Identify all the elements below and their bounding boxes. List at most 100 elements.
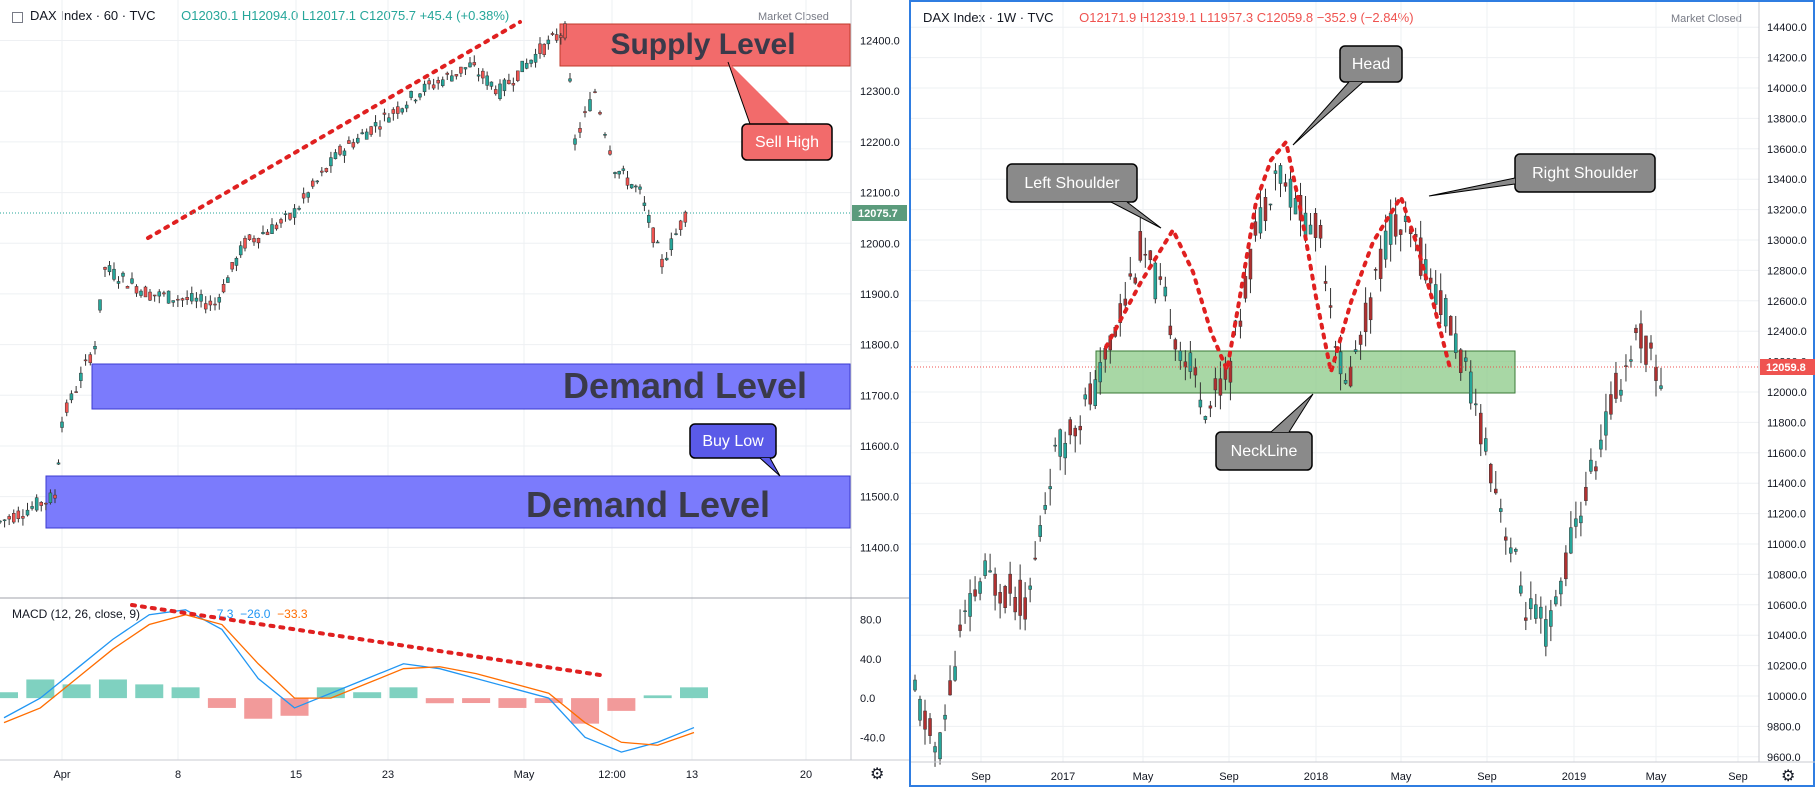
left-candle (524, 62, 529, 69)
right-candle (1484, 438, 1488, 452)
left-candle (217, 297, 222, 303)
left-settings-gear-icon[interactable]: ⚙ (870, 766, 885, 783)
left-candle (445, 72, 450, 75)
macd-y-tick: 0.0 (860, 693, 875, 705)
right-ohlc: O12171.9 H12319.1 L11957.3 C12059.8 −352… (1079, 10, 1414, 25)
right-candle (1033, 557, 1037, 560)
right-candle (988, 570, 992, 573)
right-candle (943, 714, 947, 720)
right-y-tick: 9600.0 (1767, 752, 1801, 764)
right-price-tag-text: 12059.8 (1766, 362, 1806, 374)
right-y-tick: 14200.0 (1767, 53, 1807, 65)
macd-histogram-bar (643, 695, 672, 699)
left-y-tick: 12200.0 (860, 137, 900, 149)
right-chart-pane[interactable]: DAX Index · 1W · TVC O12171.9 H12319.1 L… (909, 0, 1815, 787)
left-candle (297, 207, 301, 210)
right-x-tick: 2018 (1304, 771, 1328, 783)
right-x-tick: Sep (971, 771, 991, 783)
macd-histogram-bar (680, 687, 708, 699)
left-candle (338, 145, 342, 155)
right-candle (1068, 419, 1072, 436)
left-candle (265, 231, 270, 236)
right-candle (1579, 515, 1583, 524)
right-x-tick: Sep (1219, 771, 1239, 783)
right-candle (1053, 444, 1057, 447)
left-candle (60, 421, 64, 428)
left-chart-pane[interactable]: DAX Index · 60 · TVC O12030.1 H12094.0 L… (0, 0, 909, 787)
right-candle (1574, 518, 1578, 527)
macd-histogram-bar (62, 684, 91, 699)
right-candle (1083, 394, 1087, 400)
left-candle (382, 112, 387, 115)
right-candle (963, 610, 967, 612)
right-candle (1038, 525, 1042, 537)
left-candle (306, 192, 310, 198)
right-candle (998, 592, 1002, 604)
left-candle (230, 262, 234, 270)
left-candle (134, 286, 139, 294)
macd-histogram-bar (462, 698, 491, 704)
right-y-tick: 13400.0 (1767, 174, 1807, 186)
right-candle (1318, 225, 1323, 239)
left-candle (329, 157, 333, 167)
left-candle (396, 106, 400, 114)
left-y-tick: 11600.0 (860, 441, 899, 453)
macd-y-tick: 80.0 (860, 615, 881, 627)
left-candle (440, 79, 445, 86)
minimize-icon[interactable] (12, 12, 23, 23)
right-candle (1163, 286, 1168, 297)
left-candle (226, 277, 230, 283)
left-candle (493, 89, 498, 95)
left-x-tick: 23 (382, 769, 394, 781)
right-symbol[interactable]: DAX Index · 1W · TVC (923, 10, 1054, 25)
right-candle (1028, 585, 1032, 590)
left-trendline (146, 20, 522, 240)
buy-low-callout: Buy Low (689, 423, 781, 477)
left-candle (625, 177, 630, 186)
left-candle (613, 172, 617, 175)
right-candle (953, 666, 957, 681)
macd-signal-line (3, 614, 695, 746)
left-candle (256, 237, 261, 244)
left-candle (404, 104, 409, 109)
right-candle (913, 679, 917, 691)
left-x-tick: Apr (53, 769, 70, 781)
right-candle (1008, 573, 1012, 594)
right-y-tick: 13000.0 (1767, 235, 1807, 247)
left-candle (171, 300, 175, 303)
left-candle (213, 303, 217, 306)
right-candle (1183, 361, 1188, 368)
left-candle (391, 109, 396, 114)
macd-name: MACD (12, 26, close, 9) (12, 607, 141, 621)
right-x-tick: Sep (1477, 771, 1497, 783)
left-candle (511, 83, 516, 86)
right-candle (1173, 339, 1178, 350)
left-candle (288, 213, 292, 220)
neckline-text: NeckLine (1231, 443, 1298, 460)
neckline-callout: NeckLine (1215, 393, 1314, 471)
right-y-tick: 10200.0 (1767, 661, 1807, 673)
right-settings-gear-icon[interactable]: ⚙ (1781, 768, 1796, 785)
right-y-tick: 11600.0 (1767, 448, 1806, 460)
right-candle (1158, 276, 1163, 280)
right-candle (1514, 548, 1518, 552)
left-symbol[interactable]: DAX Index · 60 · TVC (30, 8, 156, 23)
right-y-tick: 11000.0 (1767, 539, 1806, 551)
left-candle (459, 66, 463, 74)
left-x-tick: 8 (175, 769, 181, 781)
left-candle (148, 291, 152, 301)
left-candle (485, 75, 489, 86)
left-candle (103, 267, 107, 270)
left-candle (39, 502, 43, 506)
right-candle (1058, 429, 1062, 457)
right-candle (1629, 359, 1633, 362)
right-candle (1128, 273, 1133, 277)
right-candle (1529, 598, 1533, 610)
left-candle (116, 281, 121, 284)
left-candle (2, 519, 7, 522)
macd-histogram-bar (498, 698, 527, 708)
right-candle (1494, 488, 1498, 494)
left-candle (107, 265, 112, 273)
right-candle (1398, 229, 1403, 235)
left-candle (634, 185, 638, 188)
